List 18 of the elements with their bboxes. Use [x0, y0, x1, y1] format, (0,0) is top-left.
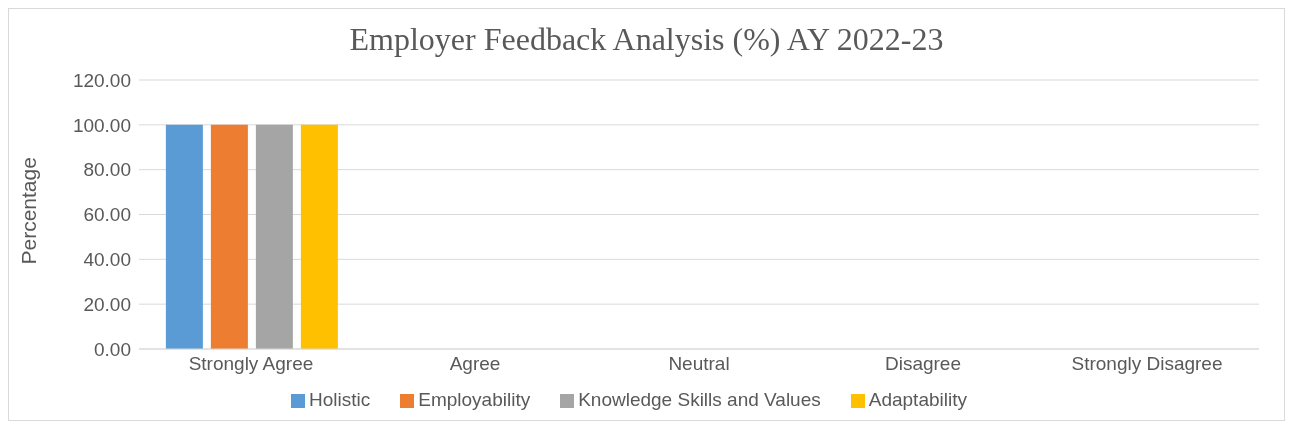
- x-tick-label: Agree: [449, 353, 501, 375]
- x-tick-label: Strongly Agree: [188, 353, 314, 375]
- y-tick-label: 0.00: [94, 338, 131, 360]
- chart-title: Employer Feedback Analysis (%) AY 2022-23: [348, 21, 945, 59]
- legend-label: Holistic: [309, 389, 371, 410]
- y-tick-label: 40.00: [83, 249, 131, 271]
- legend-label: Employability: [418, 389, 531, 410]
- legend-label: Adaptability: [868, 389, 967, 410]
- x-tick-label: Strongly Disagree: [1071, 353, 1223, 375]
- y-tick-label: 120.00: [72, 69, 131, 91]
- x-tick-label: Neutral: [668, 353, 730, 375]
- y-tick-label: 80.00: [83, 159, 131, 181]
- y-tick-label: 60.00: [83, 204, 131, 226]
- y-tick-label: 20.00: [83, 293, 131, 315]
- y-tick-label: 100.00: [72, 114, 131, 136]
- y-axis-title: Percentage: [17, 157, 41, 265]
- x-tick-label: Disagree: [884, 353, 962, 375]
- legend-label: Knowledge Skills and Values: [578, 389, 821, 410]
